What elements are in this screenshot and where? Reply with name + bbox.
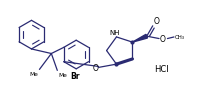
Polygon shape — [132, 35, 147, 43]
Text: NH: NH — [110, 29, 120, 35]
Text: Me: Me — [58, 73, 67, 78]
Text: Me: Me — [30, 72, 39, 77]
Text: HCl: HCl — [154, 64, 168, 73]
Text: O: O — [153, 17, 159, 26]
Text: O: O — [160, 35, 166, 44]
Text: O: O — [93, 63, 99, 72]
Text: Br: Br — [70, 72, 80, 81]
Text: CH₃: CH₃ — [175, 35, 185, 40]
